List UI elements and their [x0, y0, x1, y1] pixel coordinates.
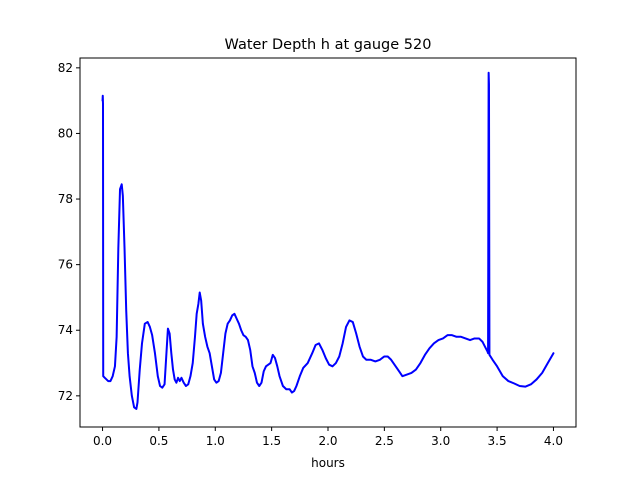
x-tick-label: 3.5: [488, 434, 507, 448]
y-tick-label: 74: [58, 323, 73, 337]
x-tick-label: 2.5: [375, 434, 394, 448]
x-axis-label: hours: [311, 456, 345, 470]
x-axis-ticks: 0.0 0.5 1.0 1.5 2.0 2.5 3.0 3.5 4.0: [93, 427, 563, 448]
series-line-water-depth: [101, 71, 555, 410]
y-tick-label: 76: [58, 258, 73, 272]
plot-background: [80, 58, 576, 427]
x-tick-label: 2.0: [318, 434, 337, 448]
y-tick-label: 82: [58, 61, 73, 75]
y-tick-label: 72: [58, 389, 73, 403]
x-tick-label: 1.5: [262, 434, 281, 448]
x-tick-label: 0.0: [93, 434, 112, 448]
x-tick-label: 0.5: [149, 434, 168, 448]
plot-area: [79, 57, 577, 428]
y-tick-label: 78: [58, 192, 73, 206]
x-tick-label: 1.0: [206, 434, 225, 448]
y-tick-label: 80: [58, 126, 73, 140]
y-axis-ticks: 72 74 76 78 80 82: [58, 61, 80, 403]
x-tick-label: 4.0: [544, 434, 563, 448]
x-tick-label: 3.0: [431, 434, 450, 448]
chart-title: Water Depth h at gauge 520: [225, 37, 432, 53]
